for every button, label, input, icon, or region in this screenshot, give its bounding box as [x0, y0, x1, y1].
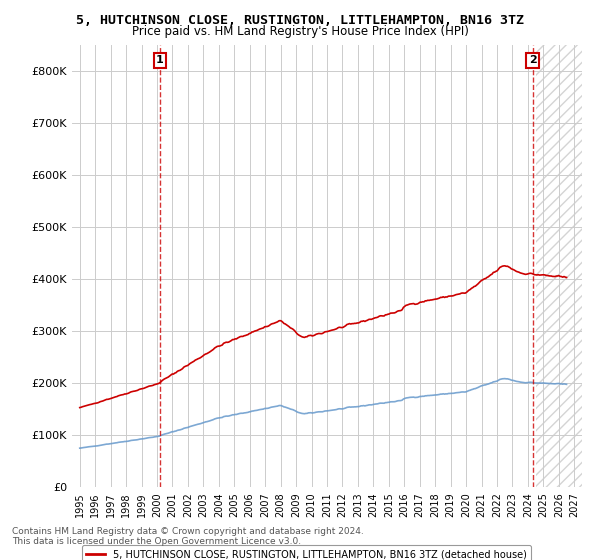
Text: Contains HM Land Registry data © Crown copyright and database right 2024.
This d: Contains HM Land Registry data © Crown c…	[12, 526, 364, 546]
Text: 5, HUTCHINSON CLOSE, RUSTINGTON, LITTLEHAMPTON, BN16 3TZ: 5, HUTCHINSON CLOSE, RUSTINGTON, LITTLEH…	[76, 14, 524, 27]
Legend: 5, HUTCHINSON CLOSE, RUSTINGTON, LITTLEHAMPTON, BN16 3TZ (detached house), HPI: : 5, HUTCHINSON CLOSE, RUSTINGTON, LITTLEH…	[82, 545, 531, 560]
Text: Price paid vs. HM Land Registry's House Price Index (HPI): Price paid vs. HM Land Registry's House …	[131, 25, 469, 38]
Text: 2: 2	[529, 55, 536, 66]
Text: 1: 1	[156, 55, 164, 66]
